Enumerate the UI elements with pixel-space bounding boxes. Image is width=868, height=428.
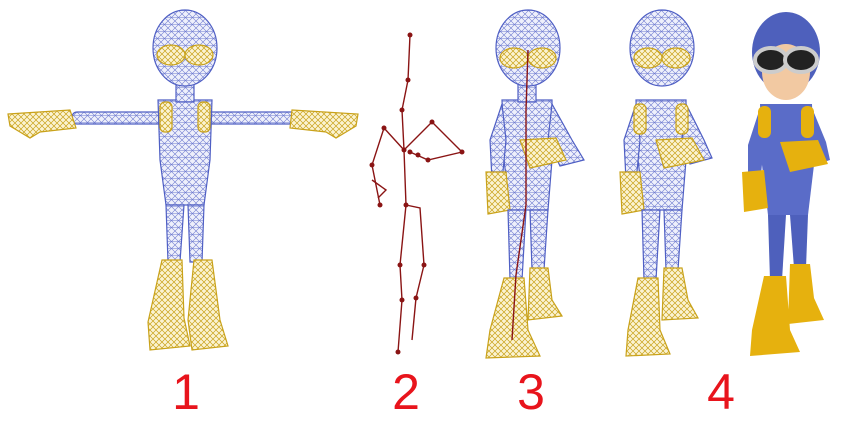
figure-rendered	[742, 12, 830, 356]
step-label: 3	[517, 364, 545, 420]
figure-wireframe	[619, 9, 713, 357]
step-label: 1	[172, 364, 200, 420]
step-label: 4	[707, 364, 735, 420]
figure-tpose	[7, 9, 359, 351]
step-label: 2	[392, 364, 420, 420]
figure-skeleton	[369, 32, 465, 355]
figure-skinned	[485, 9, 585, 359]
